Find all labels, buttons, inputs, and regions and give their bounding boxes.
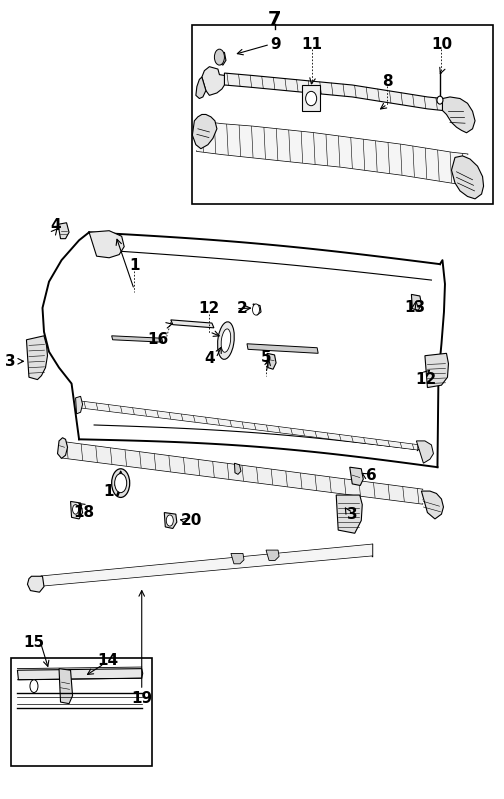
Circle shape [253,304,260,315]
Text: 8: 8 [382,74,393,89]
Text: 18: 18 [74,505,95,520]
Text: 12: 12 [416,372,437,387]
Text: 3: 3 [347,507,357,523]
Circle shape [115,474,127,493]
Polygon shape [89,231,124,258]
Polygon shape [421,491,444,519]
Polygon shape [416,441,433,463]
Text: 9: 9 [271,37,281,52]
Polygon shape [164,513,177,528]
Polygon shape [224,73,453,112]
Text: 20: 20 [181,513,203,528]
Circle shape [112,469,130,498]
Text: 11: 11 [302,37,323,52]
Text: 1: 1 [129,258,140,273]
Polygon shape [231,554,244,564]
Polygon shape [452,156,483,199]
Text: 5: 5 [261,350,271,365]
Polygon shape [302,85,320,111]
Ellipse shape [218,322,234,360]
Polygon shape [41,544,372,586]
Circle shape [166,515,173,526]
Text: 4: 4 [50,218,61,233]
Polygon shape [253,304,261,315]
Circle shape [30,680,38,693]
Polygon shape [196,77,206,98]
Polygon shape [27,576,44,592]
Text: 2: 2 [236,301,247,316]
Polygon shape [18,669,143,680]
Polygon shape [171,320,214,328]
Polygon shape [76,396,83,414]
Polygon shape [197,121,468,185]
Ellipse shape [305,91,317,105]
Text: 17: 17 [104,483,124,499]
Polygon shape [59,669,73,704]
Text: 12: 12 [199,301,220,316]
Polygon shape [202,66,226,95]
Circle shape [73,505,79,514]
Polygon shape [267,353,276,369]
Text: 16: 16 [147,332,168,348]
Polygon shape [112,336,163,342]
Text: 4: 4 [204,351,215,366]
Text: 7: 7 [268,10,281,30]
Text: 3: 3 [5,354,16,369]
Polygon shape [57,438,68,459]
Polygon shape [26,336,47,380]
Polygon shape [58,223,69,239]
Text: 10: 10 [431,37,452,52]
Text: 6: 6 [366,467,376,483]
Polygon shape [247,344,318,353]
Polygon shape [193,114,217,149]
Ellipse shape [221,329,231,352]
Polygon shape [234,463,241,475]
Text: 15: 15 [23,635,44,650]
Bar [192,26,492,205]
Polygon shape [336,495,362,533]
Text: 14: 14 [97,653,118,668]
Polygon shape [216,53,226,65]
Polygon shape [79,401,417,450]
Text: 13: 13 [404,300,425,315]
Polygon shape [411,294,421,310]
Polygon shape [425,353,449,388]
Polygon shape [266,550,279,560]
Polygon shape [350,467,363,486]
Polygon shape [61,442,422,504]
Polygon shape [443,97,475,133]
Ellipse shape [437,96,443,104]
Circle shape [214,50,224,65]
Text: 19: 19 [131,690,152,706]
Polygon shape [71,502,83,519]
Bar [12,658,152,765]
